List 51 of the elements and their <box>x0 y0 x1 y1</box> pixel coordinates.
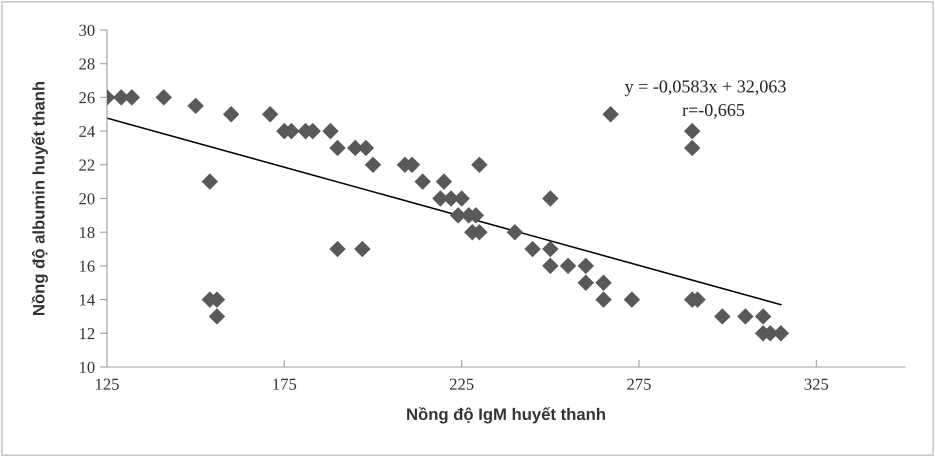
point <box>542 190 559 207</box>
point <box>602 106 619 122</box>
point <box>684 140 700 156</box>
annotation: r=-0,665 <box>682 104 744 119</box>
point <box>737 308 754 325</box>
x-axis-title: Nồng độ IgM huyết thanh <box>407 407 605 424</box>
point <box>578 274 594 291</box>
annotation: y = -0,0583x + 32,063 <box>624 80 786 96</box>
y-tick-label: 24 <box>79 126 95 137</box>
point <box>595 291 612 308</box>
point <box>187 98 204 114</box>
point <box>595 274 612 291</box>
point <box>364 156 382 174</box>
y-tick-label: 18 <box>80 226 95 238</box>
x-tick-label: 275 <box>627 378 651 390</box>
y-tick-label: 28 <box>79 58 95 70</box>
point <box>436 173 452 190</box>
point <box>322 122 339 140</box>
point <box>262 106 278 122</box>
y-tick-label: 10 <box>80 362 95 373</box>
point <box>560 258 576 274</box>
y-tick-label: 22 <box>79 160 94 171</box>
point <box>754 308 772 325</box>
y-tick-label: 16 <box>80 260 95 272</box>
point <box>578 258 594 274</box>
point <box>354 240 371 258</box>
point <box>208 308 226 325</box>
point <box>714 308 731 325</box>
y-tick-label: 12 <box>80 328 94 340</box>
point <box>542 258 559 274</box>
point <box>156 89 172 106</box>
x-tick-label: 125 <box>96 378 119 390</box>
x-tick-label: 225 <box>450 378 474 390</box>
point <box>506 224 524 240</box>
point <box>471 156 488 174</box>
point <box>414 173 431 190</box>
y-tick-label: 14 <box>80 294 95 306</box>
y-tick-label: 20 <box>79 193 95 204</box>
y-axis-title: Nồng độ albumin huyết thanh <box>32 82 48 315</box>
y-tick-label: 26 <box>79 92 95 104</box>
point <box>202 173 218 190</box>
x-tick-label: 325 <box>804 378 828 390</box>
point <box>542 240 559 258</box>
point <box>222 106 240 122</box>
point <box>329 240 346 258</box>
x-tick-label: 175 <box>273 378 296 390</box>
point <box>524 240 541 258</box>
point <box>329 140 346 156</box>
point <box>624 291 640 308</box>
point <box>684 122 700 140</box>
y-tick-label: 30 <box>79 24 95 36</box>
